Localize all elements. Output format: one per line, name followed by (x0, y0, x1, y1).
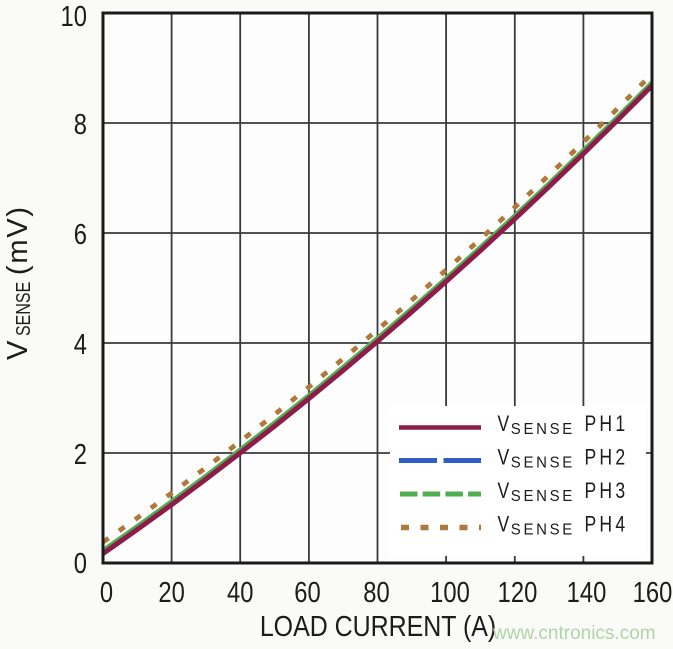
svg-text:(mV): (mV) (2, 205, 34, 285)
svg-text:www.cntronics.com: www.cntronics.com (492, 623, 656, 644)
svg-text:40: 40 (227, 576, 253, 609)
svg-text:20: 20 (158, 576, 184, 609)
svg-text:100: 100 (430, 576, 470, 609)
svg-text:SENSE: SENSE (511, 454, 575, 471)
svg-text:8: 8 (74, 108, 87, 141)
svg-text:V: V (498, 513, 510, 537)
svg-text:60: 60 (294, 576, 320, 609)
svg-text:LOAD CURRENT (A): LOAD CURRENT (A) (260, 610, 496, 642)
svg-text:80: 80 (363, 576, 389, 609)
svg-text:PH3: PH3 (585, 479, 629, 503)
svg-text:160: 160 (633, 576, 673, 609)
svg-text:4: 4 (74, 328, 87, 361)
svg-text:140: 140 (567, 576, 607, 609)
svg-text:6: 6 (74, 218, 87, 251)
svg-text:V: V (498, 479, 510, 503)
svg-text:SENSE: SENSE (12, 282, 34, 336)
svg-text:10: 10 (61, 0, 87, 33)
svg-text:V: V (498, 412, 510, 436)
svg-text:0: 0 (74, 547, 87, 580)
svg-text:120: 120 (498, 576, 538, 609)
svg-text:PH4: PH4 (585, 513, 629, 537)
svg-text:SENSE: SENSE (511, 488, 575, 505)
svg-text:SENSE: SENSE (511, 521, 575, 538)
svg-text:PH2: PH2 (585, 446, 629, 470)
svg-text:0: 0 (100, 576, 113, 609)
svg-text:SENSE: SENSE (511, 421, 575, 438)
svg-text:V: V (2, 340, 34, 360)
svg-text:2: 2 (74, 438, 87, 471)
svg-text:V: V (498, 446, 510, 470)
svg-text:PH1: PH1 (585, 412, 629, 436)
